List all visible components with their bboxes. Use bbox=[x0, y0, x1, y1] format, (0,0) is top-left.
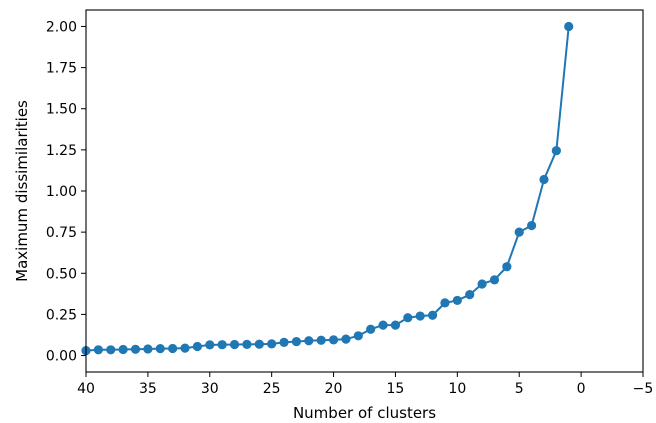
data-point bbox=[93, 345, 103, 355]
data-point bbox=[415, 311, 425, 321]
data-point bbox=[242, 339, 252, 349]
data-point bbox=[155, 344, 165, 354]
data-point bbox=[353, 331, 363, 341]
data-point bbox=[514, 227, 524, 237]
series-line bbox=[85, 26, 570, 352]
y-tick-label: 1.75 bbox=[46, 61, 77, 77]
data-point bbox=[502, 262, 512, 272]
data-point bbox=[551, 146, 561, 156]
axes-layer: 40 35 30 25 20 15 10 5 0 −5 0.00 0.25 0.50 0.75 1.00 1.… bbox=[46, 9, 654, 397]
y-tick-label: 1.50 bbox=[46, 102, 77, 118]
data-point bbox=[489, 275, 500, 285]
x-axis-label: Number of clusters bbox=[293, 404, 436, 422]
data-point bbox=[539, 174, 549, 185]
data-point bbox=[143, 344, 153, 354]
data-point bbox=[291, 336, 302, 347]
data-point bbox=[316, 335, 326, 345]
data-point bbox=[378, 320, 388, 330]
data-point bbox=[427, 310, 438, 320]
data-point bbox=[465, 290, 475, 300]
data-point bbox=[279, 337, 289, 347]
y-tick-label: 0.75 bbox=[46, 225, 77, 241]
data-point bbox=[452, 295, 462, 306]
data-point bbox=[168, 343, 178, 354]
data-point bbox=[328, 335, 339, 345]
data-point bbox=[267, 339, 277, 349]
x-tick-label: 5 bbox=[515, 381, 524, 397]
plot-frame bbox=[85, 9, 644, 373]
data-point bbox=[527, 220, 537, 231]
data-point bbox=[118, 344, 128, 355]
y-tick-label: 1.00 bbox=[46, 184, 77, 200]
plot-layer bbox=[81, 21, 574, 356]
data-point bbox=[440, 298, 450, 308]
y-tick-label: 0.25 bbox=[46, 307, 77, 323]
y-tick-label: 2.00 bbox=[46, 19, 77, 35]
data-point bbox=[304, 336, 314, 346]
x-tick-label: 25 bbox=[263, 381, 281, 397]
data-point bbox=[229, 339, 240, 350]
data-point bbox=[477, 279, 487, 289]
data-point bbox=[106, 345, 116, 355]
x-tick-label: 30 bbox=[201, 381, 219, 397]
data-point bbox=[192, 341, 202, 352]
data-point bbox=[341, 334, 351, 344]
data-point bbox=[390, 320, 401, 330]
x-tick-label: 35 bbox=[139, 381, 157, 397]
x-tick-label: 20 bbox=[325, 381, 343, 397]
data-point bbox=[403, 313, 413, 323]
x-tick-label: 10 bbox=[448, 381, 466, 397]
x-tick-label: −5 bbox=[633, 381, 654, 397]
y-tick-label: 0.50 bbox=[46, 266, 77, 282]
y-tick-label: 1.25 bbox=[46, 143, 77, 159]
data-point bbox=[366, 324, 376, 334]
data-point bbox=[217, 340, 227, 350]
data-point bbox=[130, 344, 141, 354]
y-axis-label: Maximum dissimilarities bbox=[13, 100, 31, 282]
data-point bbox=[254, 339, 264, 349]
data-point bbox=[564, 21, 574, 32]
x-tick-label: 40 bbox=[77, 381, 95, 397]
data-point bbox=[205, 340, 215, 350]
y-tick-label: 0.00 bbox=[46, 349, 77, 365]
x-tick-label: 15 bbox=[387, 381, 405, 397]
data-point bbox=[180, 343, 190, 353]
x-tick-label: 0 bbox=[577, 381, 586, 397]
